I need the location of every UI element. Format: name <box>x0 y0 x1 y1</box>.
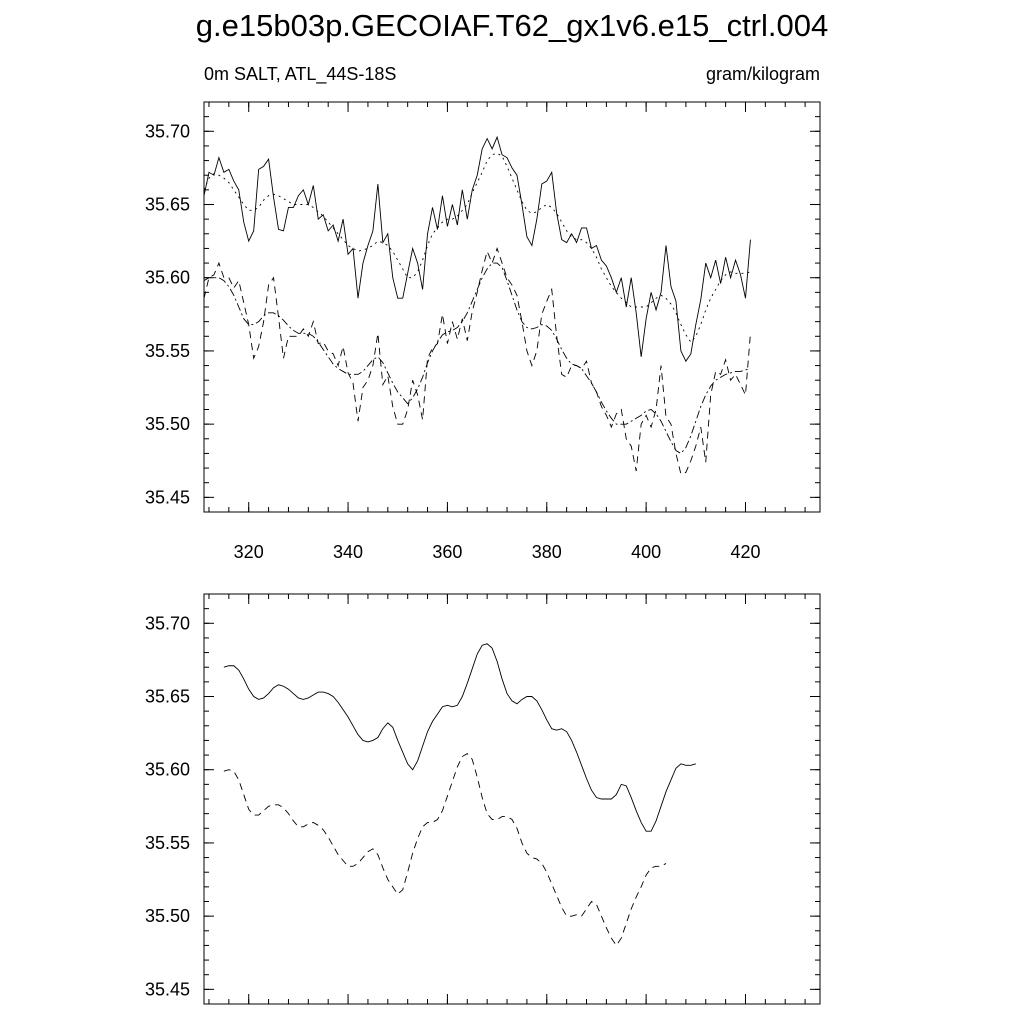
top-panel-x-tick-label: 360 <box>432 542 462 562</box>
bottom-panel-series-solid <box>223 643 696 832</box>
bottom-panel-y-tick-label: 35.60 <box>145 760 190 780</box>
bottom-panel-frame <box>203 593 821 1005</box>
bottom-panel-y-tick-label: 35.50 <box>145 906 190 926</box>
bottom-panel-y-tick-label: 35.65 <box>145 687 190 707</box>
top-panel-series-solid <box>203 135 751 363</box>
top-panel-series-dash-dot <box>203 262 751 455</box>
chart-title: g.e15b03p.GECOIAF.T62_gx1v6.e15_ctrl.004 <box>195 8 829 43</box>
variable-subtitle: 0m SALT, ATL_44S-18S <box>204 64 397 84</box>
top-panel-x-tick-label: 340 <box>333 542 363 562</box>
top-panel-x-tick-label: 380 <box>532 542 562 562</box>
units-subtitle: gram/kilogram <box>705 64 820 84</box>
top-panel-y-tick-label: 35.45 <box>145 487 190 507</box>
top-panel-series-dashed <box>203 247 751 475</box>
top-panel-x-tick-label: 420 <box>730 542 760 562</box>
bottom-panel-y-tick-label: 35.55 <box>145 833 190 853</box>
top-panel-y-tick-label: 35.70 <box>145 121 190 141</box>
bottom-panel-y-tick-label: 35.70 <box>145 613 190 633</box>
top-panel-x-tick-label: 320 <box>234 542 264 562</box>
bottom-panel-y-tick-label: 35.45 <box>145 979 190 999</box>
bottom-panel-series-dashed <box>223 753 667 947</box>
top-panel-y-tick-label: 35.50 <box>145 414 190 434</box>
top-panel-series-dotted <box>203 152 751 343</box>
top-panel-y-tick-label: 35.55 <box>145 341 190 361</box>
top-panel-y-tick-label: 35.60 <box>145 268 190 288</box>
top-panel-y-tick-label: 35.65 <box>145 195 190 215</box>
top-panel-x-tick-label: 400 <box>631 542 661 562</box>
